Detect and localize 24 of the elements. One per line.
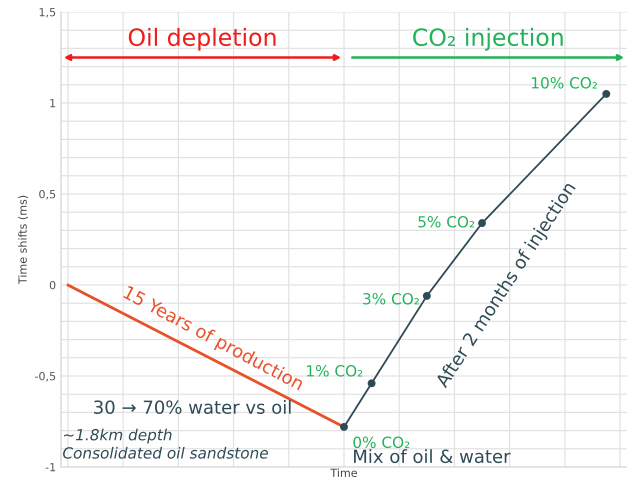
y-tick-label: 0,5 [39,190,56,200]
annotation: Oil depletion [128,28,276,51]
annotation: 0% CO₂ [353,436,410,448]
y-axis-title: Time shifts (ms) [18,196,28,284]
annotation: 30 → 70% water vs oil [94,400,291,414]
y-tick-label: 1,5 [40,8,56,18]
y-tick-label: 0 [50,280,56,290]
point [478,219,486,228]
annotation: CO₂ injection [413,28,563,51]
annotation: 3% CO₂ [363,292,419,305]
point [340,423,348,431]
annotation: 1% CO₂ [307,365,362,377]
point [422,292,431,300]
y-tick-label: -1 [46,463,56,472]
point [368,379,376,388]
annotation: 10% CO₂ [532,77,597,89]
y-tick-label: 1 [50,99,56,108]
annotation: 5% CO₂ [418,216,474,228]
x-axis-title: Time [330,468,357,477]
y-tick-label: -0,5 [35,372,56,382]
annotation: Consolidated oil sandstone [63,446,268,459]
annotation: Mix of oil & water [354,449,511,464]
annotation: ~1.8km depth [64,428,172,444]
point [602,90,610,98]
